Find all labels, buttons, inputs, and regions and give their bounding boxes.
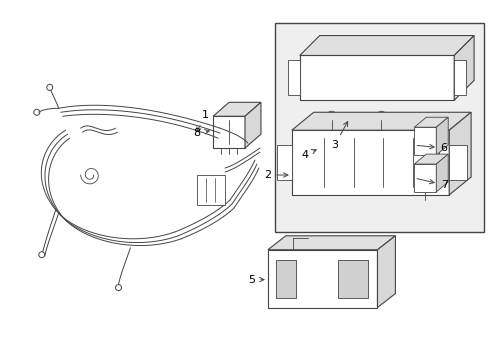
- Text: 8: 8: [193, 128, 209, 138]
- Polygon shape: [299, 36, 473, 55]
- Bar: [274, 23, 483, 232]
- Polygon shape: [413, 154, 447, 164]
- Polygon shape: [435, 117, 447, 155]
- Polygon shape: [377, 236, 395, 307]
- Polygon shape: [448, 112, 470, 195]
- Text: 2: 2: [264, 170, 287, 180]
- Polygon shape: [291, 130, 448, 195]
- Text: 3: 3: [330, 122, 347, 150]
- Text: 7: 7: [416, 179, 447, 190]
- Polygon shape: [276, 145, 291, 180]
- Text: 5: 5: [248, 275, 264, 285]
- Polygon shape: [413, 127, 435, 155]
- Polygon shape: [267, 236, 395, 250]
- Text: 4: 4: [301, 150, 316, 160]
- Polygon shape: [267, 250, 377, 307]
- Polygon shape: [453, 60, 465, 95]
- Polygon shape: [413, 117, 447, 127]
- Polygon shape: [275, 260, 295, 298]
- Polygon shape: [299, 55, 453, 100]
- Polygon shape: [413, 164, 435, 192]
- Text: 6: 6: [416, 143, 447, 153]
- Polygon shape: [197, 175, 224, 205]
- Polygon shape: [337, 260, 367, 298]
- Polygon shape: [453, 36, 473, 100]
- Polygon shape: [448, 145, 466, 180]
- Polygon shape: [244, 102, 261, 148]
- Polygon shape: [213, 116, 244, 148]
- Polygon shape: [287, 60, 299, 95]
- Polygon shape: [291, 112, 470, 130]
- Polygon shape: [435, 154, 447, 192]
- Text: 1: 1: [197, 110, 208, 132]
- Polygon shape: [213, 102, 261, 116]
